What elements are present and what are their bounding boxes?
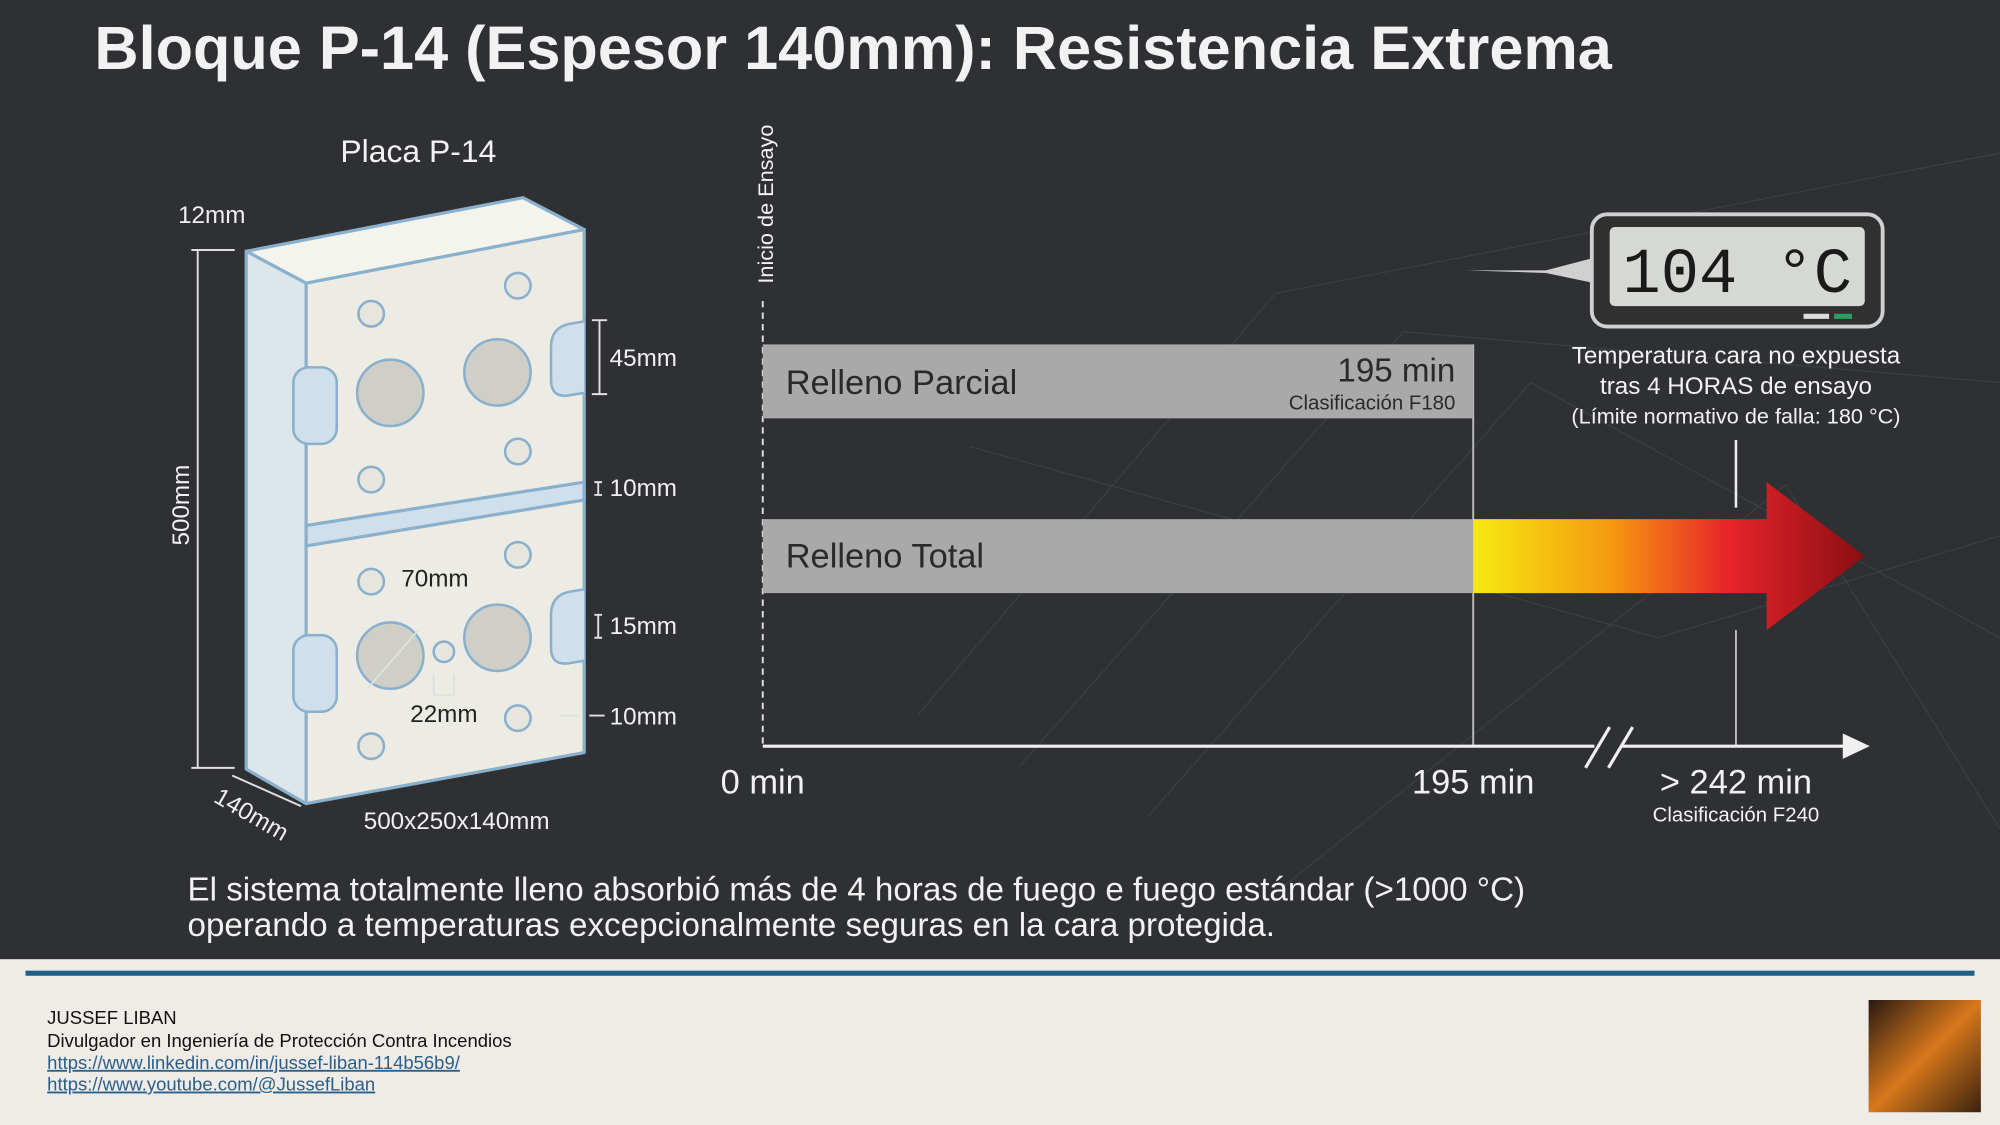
shape [432, 673, 456, 697]
shape [594, 613, 603, 639]
shape [917, 152, 2000, 894]
thermometer-caption: Temperatura cara no expuesta [1572, 343, 1901, 370]
shape [1466, 257, 1595, 284]
shape [355, 338, 532, 691]
shape [357, 732, 386, 761]
shape [357, 567, 386, 596]
dimension-label: 22mm [410, 701, 477, 728]
block-drawing [244, 196, 586, 806]
bar-partial [762, 344, 1474, 419]
dimension-label: 10mm [610, 703, 677, 730]
author-name: JUSSEF LIBAN [47, 1007, 176, 1028]
shape [231, 774, 302, 807]
shape [1609, 227, 1865, 307]
shape [503, 271, 532, 300]
shape [355, 358, 425, 428]
dimension-label: 500x250x140mm [364, 808, 550, 835]
shape [1834, 313, 1853, 319]
shape [292, 320, 585, 714]
shape [503, 704, 532, 733]
background-grid [917, 152, 2000, 894]
tick-label: > 242 min [1660, 763, 1812, 801]
link[interactable]: https://www.youtube.com/@JussefLiban [47, 1074, 375, 1095]
dimension-label: 12mm [178, 202, 245, 229]
bar-total [762, 519, 1474, 594]
dimension-label: 500mm [168, 465, 195, 546]
shape [463, 603, 532, 673]
shape [191, 249, 235, 769]
link[interactable]: https://www.linkedin.com/in/jussef-liban… [47, 1052, 461, 1073]
shape [432, 640, 456, 664]
shape [503, 540, 532, 569]
bar-label: Relleno Total [786, 538, 984, 576]
shape [1803, 313, 1830, 319]
bar-label: Relleno Parcial [786, 364, 1018, 402]
dimension-label: 10mm [610, 475, 677, 502]
block-title: Placa P-14 [340, 133, 496, 169]
shape [591, 319, 608, 396]
shape [463, 338, 532, 407]
thermometer-reading: 104 °C [1622, 240, 1852, 312]
title: Bloque P-14 (Espesor 140mm): Resistencia… [94, 14, 1612, 82]
bar-rating: Clasificación F180 [1289, 392, 1456, 414]
shape [357, 271, 532, 761]
axis-label: Inicio de Ensayo [753, 125, 778, 284]
shape [762, 726, 1847, 769]
dimension-lines [191, 249, 608, 807]
shape [292, 366, 339, 446]
thermometer-caption: (Límite normativo de falla: 180 °C) [1571, 403, 1900, 428]
time-axis [762, 726, 1870, 769]
shape [503, 437, 532, 466]
author-role: Divulgador en Ingeniería de Protección C… [47, 1030, 511, 1051]
tick-rating: Clasificación F240 [1653, 804, 1820, 826]
dimension-label: 70mm [401, 566, 468, 593]
shape [366, 629, 420, 690]
dimension-label: 45mm [610, 345, 677, 372]
shape [244, 249, 308, 806]
footer-rule [25, 970, 1975, 976]
shape [357, 465, 386, 494]
shape [355, 621, 425, 691]
shape [549, 588, 585, 665]
tick-label: 195 min [1412, 763, 1534, 801]
thermometer-caption: tras 4 HORAS de ensayo [1600, 373, 1872, 400]
dimension-label: 15mm [610, 613, 677, 640]
footer [0, 959, 2000, 1125]
thermometer [1466, 212, 1885, 329]
tick-label: 0 min [721, 763, 805, 801]
shape [549, 320, 585, 397]
summary-line: operando a temperaturas excepcionalmente… [188, 907, 1275, 944]
bar-value: 195 min [1337, 352, 1455, 389]
summary-line: El sistema totalmente lleno absorbió más… [188, 872, 1526, 909]
author-photo [1868, 1000, 1981, 1113]
shape [1842, 733, 1870, 759]
shape [304, 480, 586, 548]
shape [357, 299, 386, 328]
shape [594, 481, 603, 496]
shape [292, 633, 339, 714]
